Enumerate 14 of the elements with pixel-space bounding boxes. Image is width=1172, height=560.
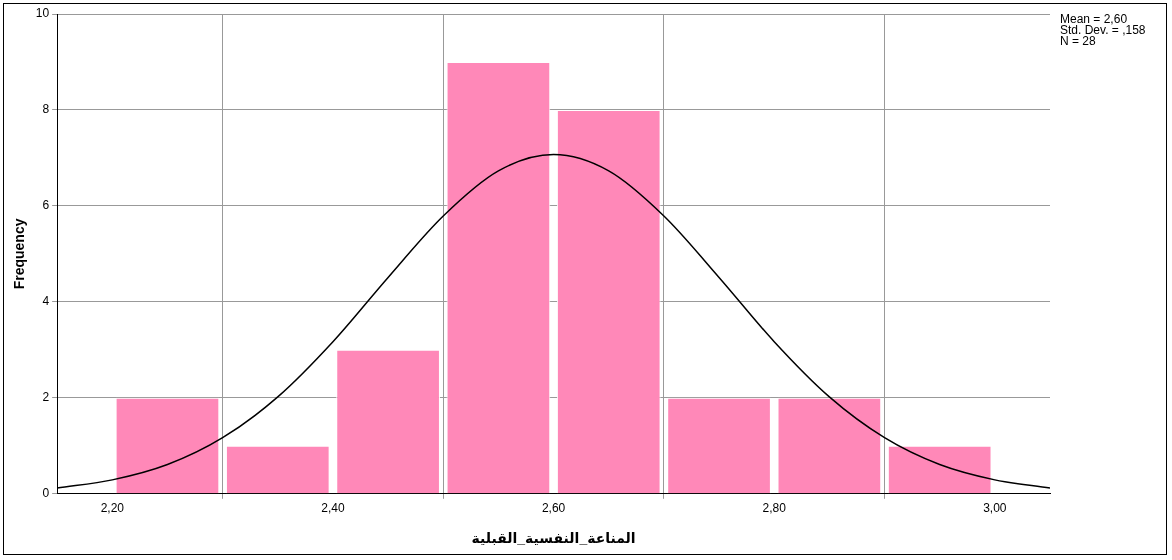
y-tick-label: 10 xyxy=(35,6,50,21)
x-axis-title: المناعة_النفسية_القبلية xyxy=(471,530,636,547)
x-tick-label: 3,00 xyxy=(983,501,1007,516)
y-tick-label: 4 xyxy=(42,294,50,309)
y-tick-label: 8 xyxy=(42,102,50,117)
x-tick-label: 2,20 xyxy=(100,501,125,516)
y-tick-label: 2 xyxy=(42,390,50,405)
y-tick-label: 0 xyxy=(42,486,50,501)
text: N = 28 xyxy=(1060,34,1097,49)
y-axis-title: Frequency xyxy=(11,218,28,290)
x-tick-label: 2,60 xyxy=(541,501,566,516)
x-tick-label: 2,40 xyxy=(321,501,345,516)
y-tick-label: 6 xyxy=(42,198,50,213)
x-tick-label: 2,80 xyxy=(762,501,787,516)
